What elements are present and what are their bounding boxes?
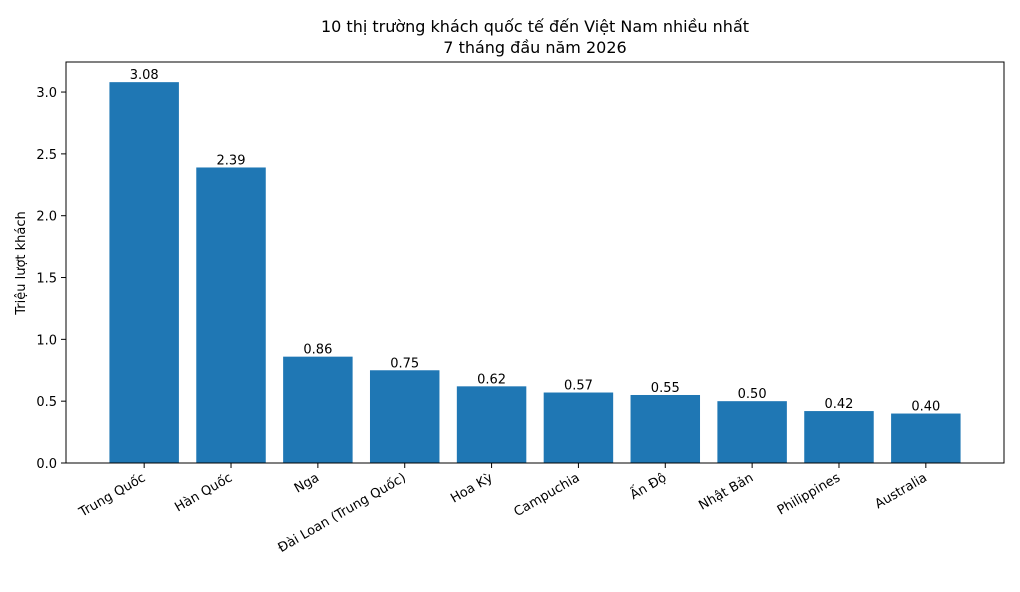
bar bbox=[456, 386, 527, 463]
y-tick-label: 3.0 bbox=[36, 86, 57, 101]
value-label: 0.75 bbox=[390, 356, 419, 371]
value-label: 0.50 bbox=[738, 387, 767, 402]
x-tick-label: Hoa Kỳ bbox=[448, 470, 496, 506]
value-label: 0.55 bbox=[651, 381, 680, 396]
bar bbox=[196, 167, 266, 464]
bar bbox=[630, 394, 701, 463]
bar bbox=[369, 370, 440, 463]
bar bbox=[891, 413, 961, 463]
chart-title: 10 thị trường khách quốc tế đến Việt Nam… bbox=[321, 17, 749, 36]
x-tick-label: Nga bbox=[292, 470, 322, 496]
y-tick-label: 2.0 bbox=[36, 210, 57, 225]
bar bbox=[109, 82, 179, 464]
chart-subtitle: 7 tháng đầu năm 2026 bbox=[443, 38, 626, 57]
value-label: 3.08 bbox=[130, 68, 159, 83]
x-tick-label: Ấn Độ bbox=[627, 469, 670, 503]
x-tick-label: Campuchia bbox=[512, 470, 583, 520]
bar bbox=[804, 411, 874, 463]
y-axis-label: Triệu lượt khách bbox=[14, 211, 29, 316]
value-label: 0.42 bbox=[825, 397, 854, 412]
x-tick-label: Philippines bbox=[775, 470, 843, 518]
value-label: 2.39 bbox=[217, 153, 246, 168]
value-label: 0.57 bbox=[564, 379, 593, 394]
bar bbox=[543, 392, 614, 463]
bar bbox=[283, 356, 353, 463]
x-tick-label: Hàn Quốc bbox=[172, 470, 235, 515]
x-tick-label: Australia bbox=[873, 470, 930, 512]
value-label: 0.86 bbox=[303, 343, 332, 358]
y-tick-label: 1.5 bbox=[36, 272, 57, 287]
y-tick-label: 0.0 bbox=[36, 457, 57, 472]
y-tick-label: 1.0 bbox=[36, 333, 57, 348]
y-tick-label: 2.5 bbox=[36, 148, 57, 163]
y-tick-label: 0.5 bbox=[36, 395, 57, 410]
x-tick-label: Trung Quốc bbox=[76, 470, 148, 520]
value-label: 0.40 bbox=[911, 400, 940, 415]
bar bbox=[717, 401, 787, 463]
plot-frame bbox=[65, 61, 1005, 464]
value-label: 0.62 bbox=[477, 372, 506, 387]
x-tick-label: Nhật Bản bbox=[696, 470, 756, 513]
